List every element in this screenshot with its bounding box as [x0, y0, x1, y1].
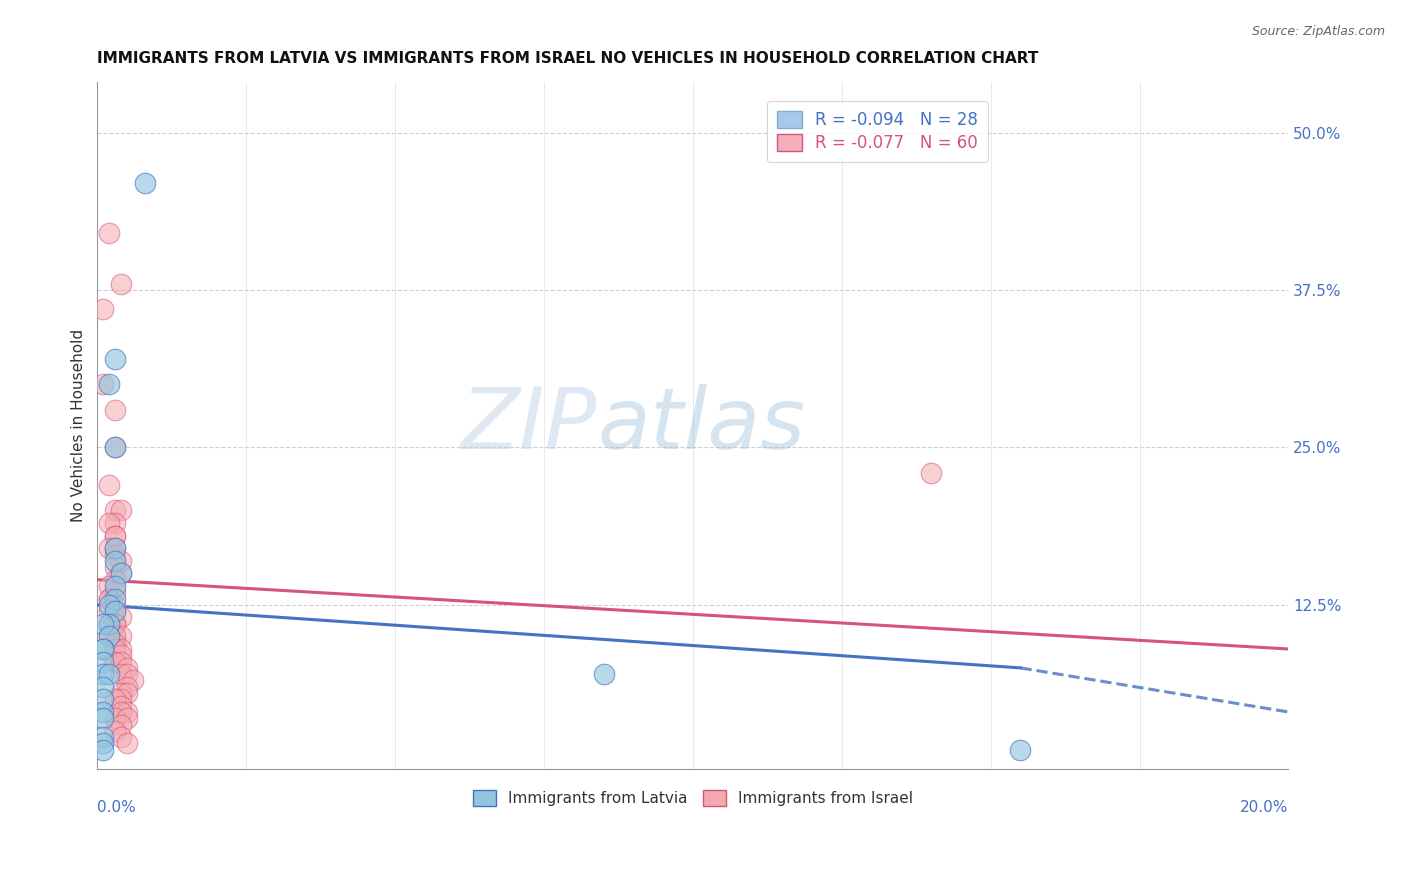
- Point: [115, 711, 138, 725]
- Point: [115, 736, 138, 750]
- Point: [91, 642, 114, 657]
- Point: [91, 730, 114, 744]
- Legend: R = -0.094   N = 28, R = -0.077   N = 60: R = -0.094 N = 28, R = -0.077 N = 60: [768, 101, 988, 162]
- Point: [104, 604, 127, 618]
- Point: [98, 604, 121, 618]
- Point: [98, 591, 121, 606]
- Point: [134, 176, 156, 190]
- Point: [91, 705, 114, 719]
- Text: ZIP: ZIP: [461, 384, 598, 467]
- Point: [104, 598, 127, 612]
- Point: [104, 402, 127, 417]
- Point: [115, 686, 138, 700]
- Point: [91, 301, 114, 316]
- Point: [98, 629, 121, 643]
- Point: [98, 616, 121, 631]
- Point: [110, 642, 132, 657]
- Point: [104, 635, 127, 649]
- Text: 20.0%: 20.0%: [1240, 799, 1288, 814]
- Point: [110, 566, 132, 581]
- Point: [98, 579, 121, 593]
- Point: [115, 667, 138, 681]
- Point: [104, 554, 127, 568]
- Point: [110, 692, 132, 706]
- Point: [104, 441, 127, 455]
- Point: [115, 705, 138, 719]
- Point: [104, 541, 127, 556]
- Point: [104, 579, 127, 593]
- Point: [115, 661, 138, 675]
- Point: [98, 516, 121, 530]
- Point: [104, 692, 127, 706]
- Point: [110, 717, 132, 731]
- Point: [98, 377, 121, 392]
- Point: [115, 680, 138, 694]
- Point: [98, 591, 121, 606]
- Text: IMMIGRANTS FROM LATVIA VS IMMIGRANTS FROM ISRAEL NO VEHICLES IN HOUSEHOLD CORREL: IMMIGRANTS FROM LATVIA VS IMMIGRANTS FRO…: [97, 51, 1039, 66]
- Point: [104, 642, 127, 657]
- Point: [110, 503, 132, 517]
- Point: [110, 705, 132, 719]
- Point: [920, 466, 942, 480]
- Point: [110, 730, 132, 744]
- Point: [104, 528, 127, 542]
- Point: [104, 516, 127, 530]
- Point: [104, 548, 127, 562]
- Point: [104, 591, 127, 606]
- Y-axis label: No Vehicles in Household: No Vehicles in Household: [72, 329, 86, 522]
- Point: [592, 667, 614, 681]
- Point: [122, 673, 145, 688]
- Point: [104, 629, 127, 643]
- Point: [104, 655, 127, 669]
- Point: [110, 648, 132, 663]
- Point: [98, 616, 121, 631]
- Point: [98, 629, 121, 643]
- Point: [98, 227, 121, 241]
- Point: [110, 698, 132, 713]
- Point: [104, 503, 127, 517]
- Point: [104, 616, 127, 631]
- Point: [91, 667, 114, 681]
- Point: [91, 692, 114, 706]
- Point: [91, 655, 114, 669]
- Point: [91, 736, 114, 750]
- Point: [104, 604, 127, 618]
- Point: [104, 573, 127, 587]
- Point: [110, 277, 132, 291]
- Text: Source: ZipAtlas.com: Source: ZipAtlas.com: [1251, 25, 1385, 38]
- Point: [110, 554, 132, 568]
- Point: [104, 441, 127, 455]
- Point: [110, 667, 132, 681]
- Point: [91, 642, 114, 657]
- Point: [104, 585, 127, 599]
- Point: [98, 541, 121, 556]
- Point: [104, 560, 127, 574]
- Point: [110, 566, 132, 581]
- Point: [91, 743, 114, 757]
- Point: [1010, 743, 1032, 757]
- Point: [104, 711, 127, 725]
- Point: [104, 541, 127, 556]
- Point: [91, 616, 114, 631]
- Point: [110, 655, 132, 669]
- Point: [91, 377, 114, 392]
- Point: [104, 352, 127, 367]
- Point: [104, 528, 127, 542]
- Point: [91, 711, 114, 725]
- Point: [104, 723, 127, 738]
- Text: 0.0%: 0.0%: [97, 799, 136, 814]
- Point: [91, 680, 114, 694]
- Text: atlas: atlas: [598, 384, 806, 467]
- Point: [98, 478, 121, 492]
- Point: [110, 610, 132, 624]
- Point: [98, 598, 121, 612]
- Point: [110, 629, 132, 643]
- Point: [98, 667, 121, 681]
- Point: [104, 655, 127, 669]
- Point: [110, 686, 132, 700]
- Point: [104, 616, 127, 631]
